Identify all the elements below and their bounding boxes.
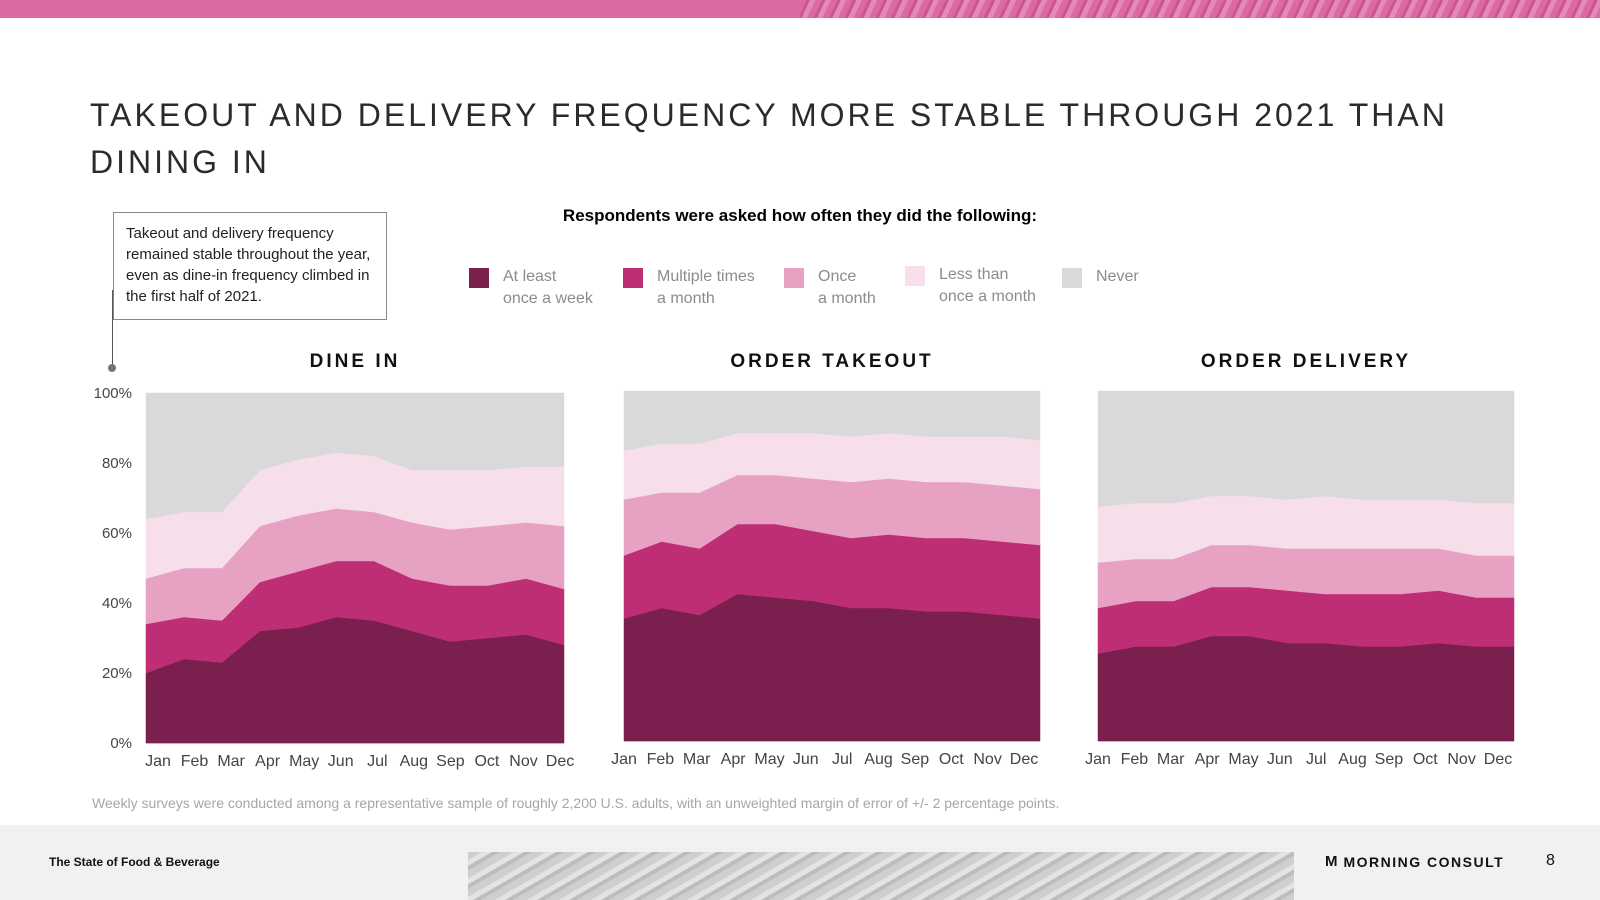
x-tick-label: Jan [1085, 751, 1111, 768]
legend-swatch [623, 268, 643, 288]
x-tick-label: Jul [1306, 751, 1326, 768]
x-tick-label: Dec [546, 753, 574, 770]
x-tick-label: Aug [1338, 751, 1366, 768]
x-tick-label: Jan [145, 753, 171, 770]
x-tick-label: Mar [683, 751, 711, 768]
x-tick-label: Nov [509, 753, 537, 770]
x-tick-label: Jun [793, 751, 819, 768]
y-tick-label: 0% [110, 735, 132, 752]
x-tick-label: Feb [1121, 751, 1149, 768]
y-tick-label: 60% [102, 525, 132, 542]
area-series-5 [1097, 390, 1515, 507]
x-tick-label: Sep [436, 753, 465, 770]
x-tick-label: Oct [939, 751, 964, 768]
x-tick-label: Jan [611, 751, 637, 768]
y-tick-label: 40% [102, 595, 132, 612]
area-series-1 [623, 593, 1041, 742]
x-tick-label: Sep [901, 751, 930, 768]
x-tick-label: May [1228, 751, 1258, 768]
x-tick-label: Oct [1413, 751, 1438, 768]
x-tick-label: Sep [1375, 751, 1404, 768]
legend-item-once: Once a month [784, 266, 876, 310]
callout-box: Takeout and delivery frequency remained … [113, 212, 387, 320]
x-tick-label: Jun [1267, 751, 1293, 768]
chart-title-dine-in: DINE IN [309, 351, 401, 372]
legend-swatch [469, 268, 489, 288]
legend-swatch [1062, 268, 1082, 288]
y-tick-label: 20% [102, 665, 132, 682]
legend-item-never: Never [1062, 266, 1139, 288]
y-tick-label: 100% [94, 385, 132, 402]
callout-pointer [112, 290, 113, 366]
legend-label: Once a month [818, 268, 876, 307]
brand-name: MORNING CONSULT [1343, 853, 1505, 870]
legend-label: Never [1096, 268, 1139, 285]
x-tick-label: Apr [1195, 751, 1221, 768]
x-tick-label: Feb [647, 751, 675, 768]
x-tick-label: May [289, 753, 319, 770]
area-series-5 [145, 392, 565, 520]
x-tick-label: Feb [181, 753, 209, 770]
x-tick-label: Apr [255, 753, 281, 770]
legend-item-multiple: Multiple times a month [623, 266, 755, 310]
x-tick-label: Mar [217, 753, 245, 770]
x-tick-label: Jul [367, 753, 387, 770]
x-tick-label: Nov [973, 751, 1001, 768]
report-name: The State of Food & Beverage [49, 855, 220, 869]
top-accent-bar [0, 0, 1600, 18]
legend-swatch [784, 268, 804, 288]
legend-title: Respondents were asked how often they di… [562, 206, 1038, 225]
x-tick-label: Dec [1010, 751, 1038, 768]
x-tick-label: Jun [328, 753, 354, 770]
legend-label: Less than once a month [939, 266, 1036, 305]
page-number: 8 [1546, 852, 1555, 869]
area-series-5 [623, 390, 1041, 451]
footer-pattern [468, 852, 1294, 900]
chart-title-order-delivery: ORDER DELIVERY [1200, 351, 1412, 372]
legend-swatch [905, 266, 925, 286]
x-tick-label: Mar [1157, 751, 1185, 768]
page-title: TAKEOUT AND DELIVERY FREQUENCY MORE STAB… [90, 97, 1448, 180]
callout-pointer-dot [108, 364, 116, 372]
x-tick-label: Jul [832, 751, 852, 768]
x-tick-label: Aug [864, 751, 892, 768]
legend-label: Multiple times a month [657, 268, 755, 307]
morning-consult-logo-icon: M [1325, 853, 1338, 870]
chart-title-order-takeout: ORDER TAKEOUT [730, 351, 934, 372]
x-tick-label: Nov [1447, 751, 1475, 768]
legend-item-less: Less than once a month [905, 264, 1036, 308]
x-tick-label: Apr [721, 751, 747, 768]
y-tick-label: 80% [102, 455, 132, 472]
area-series-1 [1097, 635, 1515, 742]
legend-label: At least once a week [503, 268, 593, 307]
legend-item-weekly: At least once a week [469, 266, 593, 310]
brand-logo: M MORNING CONSULT [1325, 853, 1504, 870]
top-pattern [800, 0, 1600, 18]
x-tick-label: May [754, 751, 784, 768]
x-tick-label: Dec [1484, 751, 1512, 768]
x-tick-label: Aug [400, 753, 428, 770]
footnote: Weekly surveys were conducted among a re… [92, 795, 1060, 811]
x-tick-label: Oct [474, 753, 499, 770]
